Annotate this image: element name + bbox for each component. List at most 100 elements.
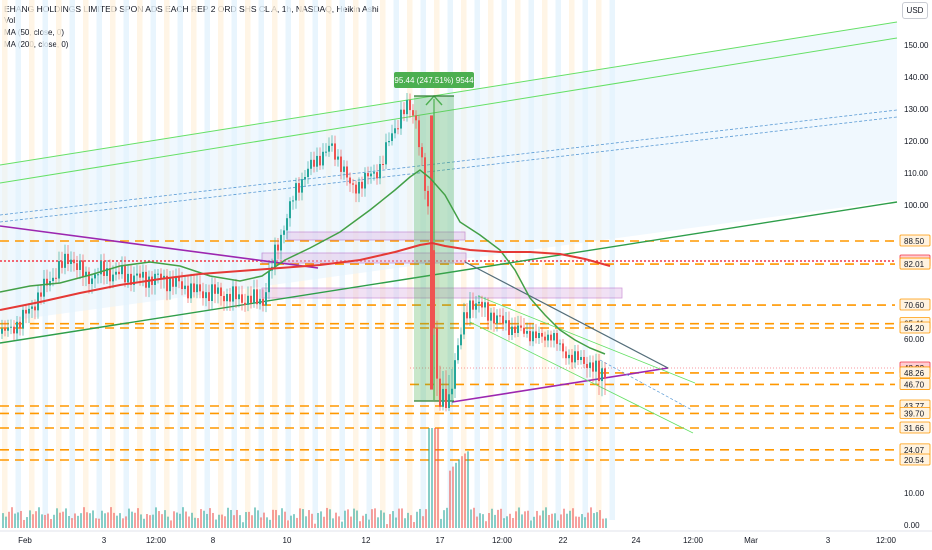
candle-body xyxy=(193,283,195,293)
volume-bar xyxy=(335,512,337,528)
volume-bar xyxy=(272,509,274,528)
candle-body xyxy=(337,156,339,160)
volume-bar xyxy=(503,518,505,528)
volume-bar xyxy=(188,516,190,528)
candle-body xyxy=(385,142,387,165)
time-tick-label: 3 xyxy=(826,536,831,545)
price-tick-label: 10.00 xyxy=(904,489,925,498)
volume-bar xyxy=(86,512,88,528)
volume-bar xyxy=(443,510,445,528)
candle-body xyxy=(580,356,582,361)
currency-button[interactable]: USD xyxy=(902,2,928,19)
volume-bar xyxy=(5,516,7,528)
volume-bar xyxy=(323,516,325,528)
volume-bar xyxy=(521,514,523,528)
volume-bar xyxy=(461,456,463,528)
candle-body xyxy=(88,271,90,284)
candle-body xyxy=(103,261,105,276)
candle-body xyxy=(598,360,600,382)
volume-bar xyxy=(41,514,43,528)
volume-bar xyxy=(59,512,61,528)
price-level-label: 20.54 xyxy=(904,456,925,465)
volume-bar xyxy=(548,514,550,528)
volume-bar xyxy=(572,508,574,528)
session-stripe xyxy=(461,0,467,520)
time-axis[interactable]: Feb 3 12:00 8 10 12 17 12:00 22 24 12:00 Mar 3 12:00 xyxy=(0,530,932,545)
candle-body xyxy=(238,294,240,300)
ma50-line xyxy=(0,169,606,355)
candle-body xyxy=(415,115,417,121)
volume-bar xyxy=(128,508,130,528)
candle-body xyxy=(454,360,456,389)
volume-bar xyxy=(215,519,217,528)
candle-body xyxy=(25,309,27,314)
price-tick-label: 140.00 xyxy=(904,73,929,82)
volume-bar xyxy=(209,508,211,528)
volume-bar xyxy=(566,513,568,528)
volume-bar xyxy=(473,507,475,528)
volume-bar xyxy=(242,522,244,528)
price-level-tag xyxy=(899,298,931,311)
volume-bar xyxy=(386,524,388,528)
ma200-legend[interactable]: MA (200, close, 0) xyxy=(4,40,69,49)
volume-bar xyxy=(104,513,106,528)
volume-bar xyxy=(398,508,400,528)
candle-body xyxy=(46,278,48,286)
candle-body xyxy=(436,328,438,379)
price-level-label: 46.70 xyxy=(904,380,925,389)
candle-body xyxy=(67,253,69,264)
candle-body xyxy=(496,315,498,324)
price-tick-label: 60.00 xyxy=(904,335,925,344)
volume-bar xyxy=(230,509,232,528)
volume-bar xyxy=(125,516,127,528)
session-stripe xyxy=(555,0,561,520)
volume-bar xyxy=(464,453,466,528)
candle-body xyxy=(493,312,495,324)
candle-body xyxy=(412,110,414,116)
price-level-label: 31.66 xyxy=(904,424,925,433)
candle-body xyxy=(490,312,492,321)
candle-body xyxy=(112,274,114,282)
candle-body xyxy=(292,200,294,202)
candle-body xyxy=(190,283,192,299)
candle-body xyxy=(313,159,315,167)
volume-bar xyxy=(302,509,304,528)
candle-body xyxy=(13,326,15,334)
volume-bar xyxy=(131,511,133,528)
candle-body xyxy=(358,181,360,194)
volume-bar xyxy=(182,507,184,528)
volume-legend[interactable]: Vol xyxy=(4,16,16,25)
candle-body xyxy=(394,128,396,134)
volume-bar xyxy=(557,520,559,528)
moving-averages xyxy=(0,169,611,355)
candle-body xyxy=(589,362,591,368)
candle-body xyxy=(421,147,423,158)
candle-body xyxy=(547,334,549,341)
volume-bar xyxy=(32,514,34,528)
candle-body xyxy=(97,274,99,276)
candle-body xyxy=(40,292,42,297)
price-level-label: 82.01 xyxy=(904,260,925,269)
candle-body xyxy=(202,291,204,299)
candle-body xyxy=(463,312,465,335)
candle-body xyxy=(172,278,174,287)
price-axis[interactable]: 150.00 140.00 130.00 120.00 110.00 100.00 60.0… xyxy=(899,41,931,530)
volume-bar xyxy=(92,510,94,528)
volume-bar xyxy=(551,513,553,528)
volume-bar xyxy=(26,517,28,528)
candle-body xyxy=(583,356,585,364)
volume-bar xyxy=(431,428,433,528)
down-channel-mid xyxy=(599,359,693,411)
volume-bar xyxy=(341,521,343,528)
volume-bar xyxy=(299,508,301,528)
volume-bar xyxy=(95,518,97,528)
candle-body xyxy=(136,273,138,276)
candle-body xyxy=(481,301,483,308)
candle-body xyxy=(355,184,357,194)
candle-body xyxy=(364,173,366,189)
volume-bar xyxy=(320,511,322,528)
candle-body xyxy=(346,166,348,178)
candle-body xyxy=(514,326,516,333)
candle-body xyxy=(472,300,474,310)
